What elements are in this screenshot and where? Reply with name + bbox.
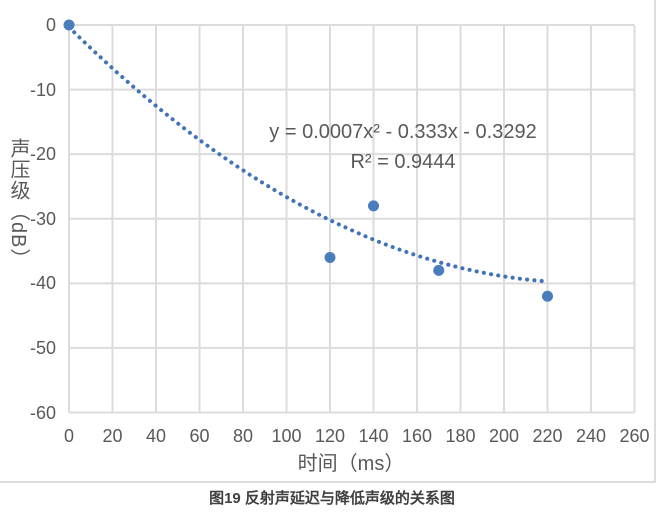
y-tick-label: -10 [29, 79, 56, 100]
trendline-dotted-curve [67, 25, 550, 284]
x-tick-label: 240 [575, 426, 607, 446]
y-tick-label: -50 [29, 337, 56, 358]
figure-caption: 图19 反射声延迟与降低声级的关系图 [209, 490, 455, 507]
y-tick-label: -30 [29, 208, 56, 229]
x-tick-label: 220 [532, 426, 563, 446]
x-axis-title: 时间（ms） [297, 453, 405, 475]
trendline-annotation: y = 0.0007x² - 0.333x - 0.3292 R² = 0.94… [269, 117, 536, 177]
trendline-equation: y = 0.0007x² - 0.333x - 0.3292 [269, 121, 537, 143]
data-points-group [63, 19, 553, 302]
y-tick-label: -40 [29, 273, 56, 294]
y-axis-title: 声压级（dB） [7, 138, 29, 270]
x-tick-label: 120 [314, 426, 346, 446]
x-tick-label: 0 [63, 426, 75, 446]
y-tick-label: -20 [29, 144, 56, 165]
x-tick-label: 160 [401, 426, 433, 446]
data-point [433, 264, 445, 276]
x-tick-label: 40 [145, 426, 167, 446]
x-tick-label: 260 [619, 426, 650, 446]
data-point [368, 200, 379, 212]
scatter-plot-canvas [63, 19, 636, 414]
y-tick-label: -60 [29, 402, 56, 423]
x-tick-label: 20 [102, 426, 123, 446]
x-tick-label: 180 [445, 426, 476, 446]
x-tick-label: 140 [358, 426, 389, 446]
gridlines [68, 24, 636, 414]
x-tick-label: 80 [232, 426, 254, 446]
y-tick-label: 0 [45, 15, 56, 35]
trendline-group [67, 25, 550, 284]
x-tick-label: 100 [271, 426, 302, 446]
x-tick-label: 200 [488, 426, 520, 446]
data-point [542, 290, 553, 302]
data-point [324, 252, 336, 263]
trendline-r-squared: R² = 0.9444 [350, 151, 456, 173]
chart-container: 声压级（dB） 时间（ms） 0 -10 -20 -30 -40 -50 -60 0 20 40… [0, 0, 656, 483]
x-tick-label: 60 [189, 426, 210, 446]
data-point [63, 19, 75, 31]
